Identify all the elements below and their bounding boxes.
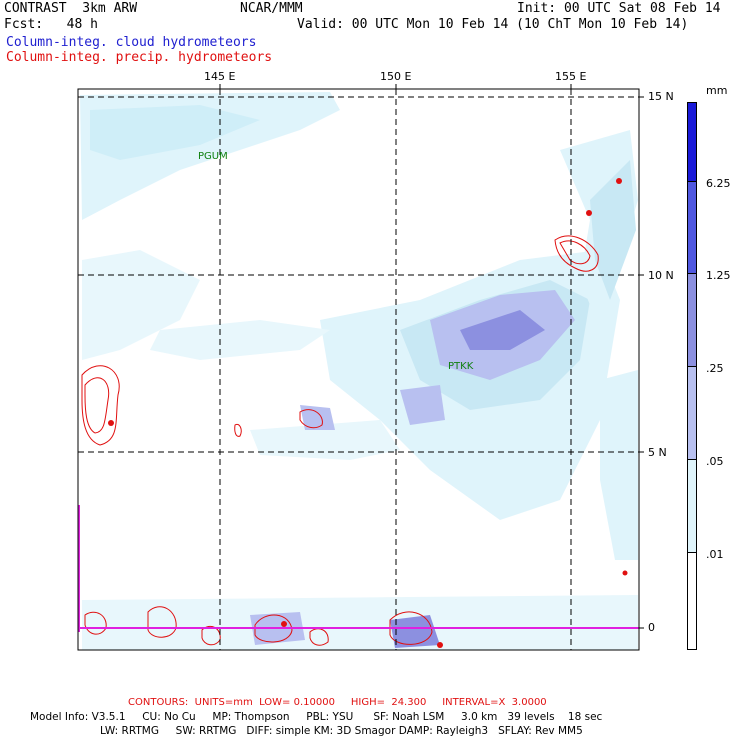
lat-label-10n: 10 N [648, 269, 674, 282]
station-pgum: PGUM [198, 151, 228, 162]
valid-time: Valid: 00 UTC Mon 10 Feb 14 (10 ChT Mon … [297, 17, 689, 32]
init-time: Init: 00 UTC Sat 08 Feb 14 [517, 1, 721, 16]
station-ptkk: PTKK [448, 361, 474, 372]
colorbar-label-.01: .01 [706, 548, 724, 561]
organization: NCAR/MMM [240, 1, 303, 16]
colorbar-seg-5 [687, 459, 697, 553]
colorbar-label-1.25: 1.25 [706, 269, 731, 282]
lon-label-145: 145 E [204, 70, 236, 83]
field-label-precip: Column-integ. precip. hydrometeors [6, 50, 273, 65]
colorbar-seg-1 [687, 102, 697, 182]
lon-label-155: 155 E [555, 70, 587, 83]
field-label-cloud: Column-integ. cloud hydrometeors [6, 35, 257, 50]
colorbar-seg-3 [687, 273, 697, 367]
lat-label-eq: 0 [648, 621, 655, 634]
colorbar-label-.25: .25 [706, 362, 724, 375]
model-info-line1: Model Info: V3.5.1 CU: No Cu MP: Thompso… [30, 711, 603, 723]
forecast-hour: Fcst: 48 h [4, 17, 98, 32]
cloud-shading [80, 92, 638, 650]
magenta-boundary [78, 505, 639, 632]
model-info-line2: LW: RRTMG SW: RRTMG DIFF: simple KM: 3D … [100, 725, 583, 737]
contour-info: CONTOURS: UNITS=mm LOW= 0.10000 HIGH= 24… [128, 697, 547, 708]
lat-label-15n: 15 N [648, 90, 674, 103]
axis-ticks [219, 84, 644, 629]
colorbar-seg-6 [687, 552, 697, 650]
colorbar-label-6.25: 6.25 [706, 177, 731, 190]
colorbar-label-.05: .05 [706, 455, 724, 468]
colorbar-seg-4 [687, 366, 697, 460]
lat-label-5n: 5 N [648, 446, 667, 459]
lon-label-150: 150 E [380, 70, 412, 83]
model-name: CONTRAST 3km ARW [4, 1, 138, 16]
colorbar-seg-2 [687, 181, 697, 274]
precip-dots [108, 178, 628, 648]
colorbar-unit: mm [706, 84, 728, 97]
plot-border [77, 88, 640, 651]
